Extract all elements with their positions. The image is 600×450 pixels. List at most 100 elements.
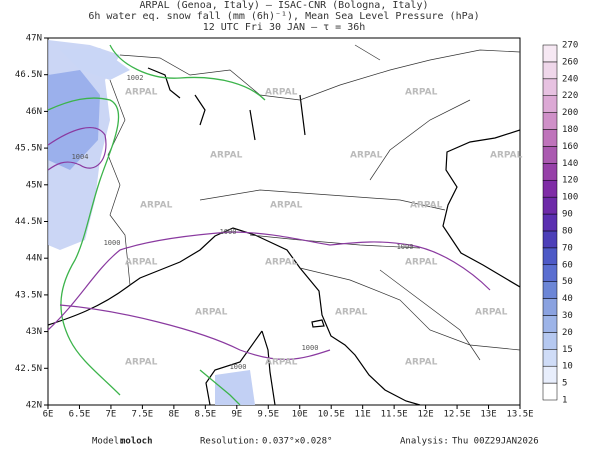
border (107, 44, 520, 361)
snow-area (215, 370, 255, 405)
header-line: 12 UTC Fri 30 JAN — τ = 36h (203, 22, 366, 33)
coastline (205, 330, 276, 405)
isobar-label: 1000 (302, 344, 319, 352)
colorbar-label: 60 (562, 260, 573, 270)
colorbar-cell (542, 179, 558, 198)
isobar-purple (48, 231, 491, 331)
watermark: ARPAL (405, 88, 438, 98)
watermark: ARPAL (265, 258, 298, 268)
lat-label: 44N (26, 254, 42, 264)
colorbar-cell (542, 281, 558, 299)
isobar-label: 1000 (230, 363, 247, 371)
colorbar-label: 70 (562, 243, 573, 253)
lat-label: 43.5N (15, 290, 42, 300)
colorbar-cell (542, 382, 558, 401)
colorbar-cell (542, 349, 558, 367)
watermark: ARPAL (335, 308, 368, 318)
colorbar-label: 10 (562, 362, 573, 372)
lat-label: 46N (26, 107, 42, 117)
colorbar-label: 180 (562, 125, 578, 135)
footer-text: Resolution: (200, 437, 260, 447)
colorbar-cell (542, 95, 558, 113)
lat-label: 46.5N (15, 70, 42, 80)
colorbar-label: 1 (562, 396, 567, 406)
lat-label: 43N (26, 327, 42, 337)
footer-text: Model: (92, 437, 125, 447)
isobar-label: 1000 (104, 239, 121, 247)
lon-label: 6E (43, 410, 54, 420)
colorbar-cell (542, 129, 558, 147)
lon-label: 12.5E (444, 410, 471, 420)
colorbar-cell (542, 61, 558, 80)
lat-label: 47N (26, 34, 42, 44)
colorbar-cell (542, 332, 558, 350)
map (47, 37, 521, 406)
footer-text: Thu 00Z29JAN2026 (452, 437, 539, 447)
colorbar-cell (542, 230, 558, 249)
isobar-purple (59, 304, 331, 360)
colorbar-label: 140 (562, 159, 578, 169)
lake (147, 67, 306, 141)
watermark: ARPAL (125, 88, 158, 98)
isobar-label: 1004 (72, 153, 89, 161)
lat-label: 42N (26, 401, 42, 411)
colorbar-cell (542, 196, 558, 215)
watermark: ARPAL (125, 258, 158, 268)
isobar-green (48, 97, 121, 396)
header-line: ARPAL (Genoa, Italy) — ISAC-CNR (Bologna… (140, 0, 429, 11)
isobar-label: 1000 (220, 228, 237, 236)
watermark: ARPAL (210, 151, 243, 161)
lat-label: 44.5N (15, 217, 42, 227)
coastline (48, 227, 421, 405)
colorbar-label: 100 (562, 193, 578, 203)
watermark: ARPAL (270, 201, 303, 211)
colorbar-cell (542, 213, 558, 232)
watermark: ARPAL (405, 358, 438, 368)
watermark: ARPAL (265, 358, 298, 368)
watermark: ARPAL (475, 308, 508, 318)
snow-area (48, 70, 100, 170)
colorbar-cell (542, 315, 558, 333)
lon-label: 11E (355, 410, 371, 420)
colorbar-label: 90 (562, 210, 573, 220)
isobar-label: 1002 (127, 74, 144, 82)
lon-label: 13E (480, 410, 496, 420)
lon-label: 8.5E (194, 410, 216, 420)
colorbar-cell (542, 44, 558, 63)
lon-label: 12E (417, 410, 433, 420)
watermark: ARPAL (350, 151, 383, 161)
colorbar-cell (542, 298, 558, 316)
colorbar-label: 30 (562, 311, 573, 321)
isobar-label: 1000 (397, 243, 414, 251)
isobar-green (109, 44, 266, 101)
footer-text: Analysis: (400, 437, 449, 447)
snow-area (60, 48, 130, 80)
colorbar-cell (542, 365, 558, 384)
lat-label: 45N (26, 180, 42, 190)
colorbar-label: 200 (562, 108, 578, 118)
colorbar-label: 220 (562, 91, 578, 101)
colorbar-label: 50 (562, 277, 573, 287)
watermark: ARPAL (410, 201, 443, 211)
lon-label: 10E (292, 410, 308, 420)
lon-label: 10.5E (318, 410, 345, 420)
watermark: ARPAL (195, 308, 228, 318)
map-frame (47, 37, 521, 406)
watermark: ARPAL (140, 201, 173, 211)
colorbar-cell (542, 112, 558, 130)
colorbar-label: 80 (562, 226, 573, 236)
island (311, 319, 325, 328)
colorbar-label: 40 (562, 294, 573, 304)
lon-label: 8E (168, 410, 179, 420)
watermark: ARPAL (125, 358, 158, 368)
lon-label: 13.5E (506, 410, 533, 420)
colorbar-label: 20 (562, 328, 573, 338)
colorbar-cell (542, 78, 558, 96)
lon-label: 9.5E (257, 410, 279, 420)
watermark: ARPAL (490, 151, 523, 161)
watermark: ARPAL (265, 88, 298, 98)
lon-label: 9E (231, 410, 242, 420)
colorbar-label: 260 (562, 57, 578, 67)
colorbar-label: 270 (562, 41, 578, 51)
header-line: 6h water eq. snow fall (mm (6h)⁻¹), Mean… (88, 11, 479, 22)
